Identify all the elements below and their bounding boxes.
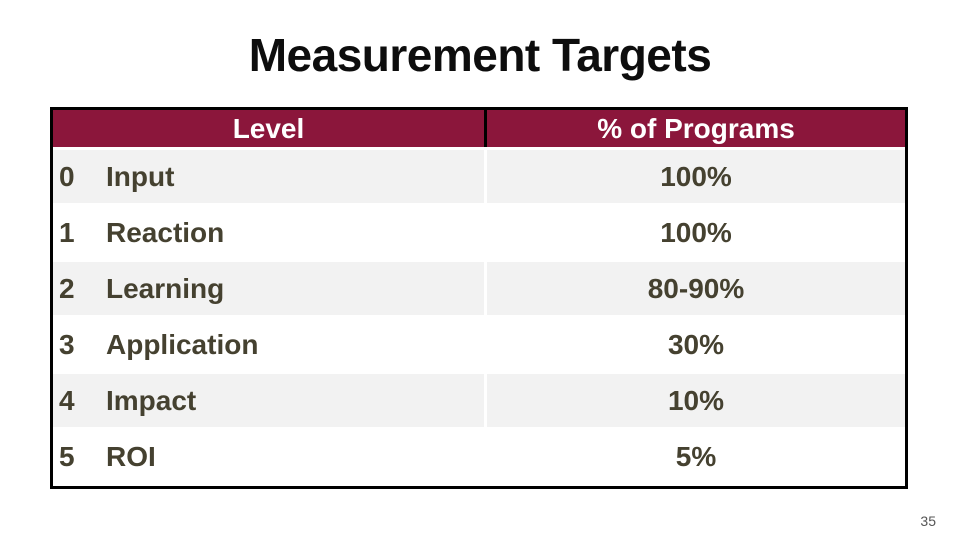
slide-title: Measurement Targets <box>248 29 712 81</box>
level-label: Reaction <box>106 216 225 248</box>
level-label: Impact <box>106 384 197 416</box>
header-level: Level <box>53 110 487 147</box>
level-cell: 0 Input <box>53 150 487 203</box>
level-number: 3 <box>59 328 75 360</box>
level-number: 1 <box>59 216 75 248</box>
level-number: 0 <box>59 160 75 192</box>
level-number: 4 <box>59 384 75 416</box>
table-header-row: Level % of Programs <box>53 110 905 150</box>
table-row: 2 Learning 80-90% <box>53 262 905 318</box>
table-row: 3 Application 30% <box>53 318 905 374</box>
level-number: 2 <box>59 272 75 304</box>
percent-value: 80-90% <box>647 272 745 304</box>
table-row: 1 Reaction 100% <box>53 206 905 262</box>
level-label: Input <box>106 160 175 192</box>
level-label: ROI <box>106 440 156 472</box>
percent-value: 100% <box>660 160 732 192</box>
level-cell: 2 Learning <box>53 262 487 315</box>
percent-value: 5% <box>675 440 717 472</box>
percent-value: 100% <box>660 216 732 248</box>
level-cell: 1 Reaction <box>53 206 487 259</box>
table-row: 0 Input 100% <box>53 150 905 206</box>
level-cell: 5 ROI <box>53 430 487 483</box>
table-row: 4 Impact 10% <box>53 374 905 430</box>
level-cell: 3 Application <box>53 318 487 371</box>
table-row: 5 ROI 5% <box>53 430 905 486</box>
level-cell: 4 Impact <box>53 374 487 427</box>
percent-value: 10% <box>667 384 725 416</box>
level-number: 5 <box>59 440 75 472</box>
level-label: Learning <box>106 272 225 304</box>
header-percent-of-programs: % of Programs <box>597 112 795 144</box>
level-label: Application <box>106 328 259 360</box>
measurement-targets-table: Level % of Programs 0 Input 100% 1 Reaction 1… <box>50 107 908 489</box>
table-body: 0 Input 100% 1 Reaction 100% 2 Learning 80-90% 3 A… <box>53 150 905 486</box>
page-number: 35 <box>920 513 936 529</box>
percent-value: 30% <box>667 328 725 360</box>
